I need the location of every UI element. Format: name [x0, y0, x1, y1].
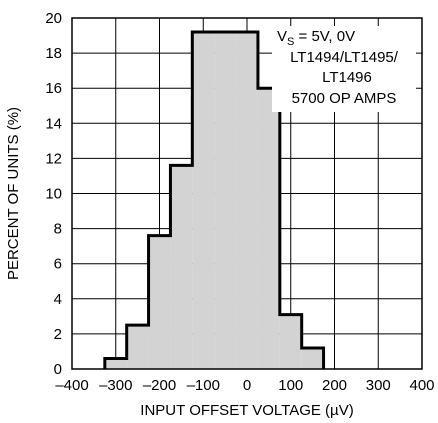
y-tick-label: 14	[45, 115, 62, 132]
x-tick-label: –100	[187, 377, 220, 394]
x-tick-label: 0	[243, 377, 251, 394]
x-tick-label: –300	[99, 377, 132, 394]
histogram-bars	[104, 32, 324, 369]
x-tick-labels: –400 –300 –200 –100 0 100 200 300 400	[55, 377, 434, 394]
plot-frame	[71, 17, 423, 370]
annotation-line-4: 5700 OP AMPS	[292, 90, 397, 107]
x-tick-label: –200	[143, 377, 176, 394]
annotation-line-3: LT1496	[322, 69, 372, 86]
annotation-subscript: S	[287, 36, 294, 48]
x-axis-label: INPUT OFFSET VOLTAGE (µV)	[140, 402, 353, 419]
histogram-bar	[257, 88, 280, 369]
y-tick-labels: 0 2 4 6 8 10 12 14 16 18 20	[45, 10, 62, 378]
y-tick-label: 16	[45, 80, 62, 97]
y-tick-label: 12	[45, 150, 62, 167]
x-tick-label: 300	[366, 377, 391, 394]
annotation-line-2: LT1494/LT1495/	[290, 49, 399, 66]
histogram-bar	[192, 32, 215, 369]
annotation-v: V	[277, 28, 287, 45]
annotation-line-1: VS = 5V, 0V	[277, 28, 355, 48]
x-tick-label: –400	[55, 377, 88, 394]
histogram-bar	[170, 165, 193, 369]
histogram-bar	[126, 325, 149, 369]
y-tick-label: 2	[54, 326, 62, 343]
x-tick-label: 200	[322, 377, 347, 394]
y-tick-label: 10	[45, 186, 62, 203]
annotation-background	[272, 26, 416, 112]
y-tick-label: 20	[45, 10, 62, 27]
y-axis-label: PERCENT OF UNITS (%)	[5, 107, 22, 280]
histogram-bar	[279, 314, 302, 369]
y-tick-label: 18	[45, 45, 62, 62]
histogram-bar	[148, 235, 171, 369]
y-tick-label: 0	[54, 361, 62, 378]
histogram-bar	[301, 347, 324, 369]
annotation-supply: = 5V, 0V	[294, 28, 355, 45]
histogram-bar	[236, 32, 258, 369]
x-tick-label: 400	[409, 377, 434, 394]
annotation-box: VS = 5V, 0V LT1494/LT1495/ LT1496 5700 O…	[272, 26, 416, 112]
histogram-bar	[214, 32, 237, 369]
histogram-bar	[104, 358, 127, 369]
histogram-outline	[103, 30, 326, 369]
y-tick-label: 6	[54, 256, 62, 273]
y-tick-label: 8	[54, 221, 62, 238]
y-tick-label: 4	[54, 291, 62, 308]
x-tick-label: 100	[278, 377, 303, 394]
